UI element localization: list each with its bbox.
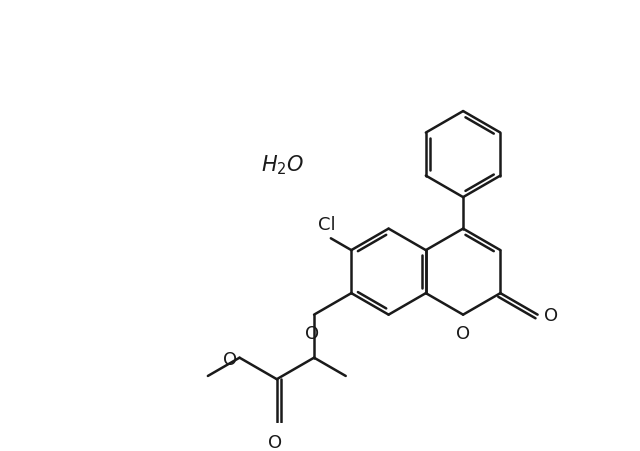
Text: O: O [544,306,558,324]
Text: O: O [223,350,237,368]
Text: H$_2$O: H$_2$O [261,153,304,176]
Text: O: O [268,433,282,451]
Text: Cl: Cl [318,216,336,234]
Text: O: O [305,324,319,342]
Text: O: O [456,324,470,342]
